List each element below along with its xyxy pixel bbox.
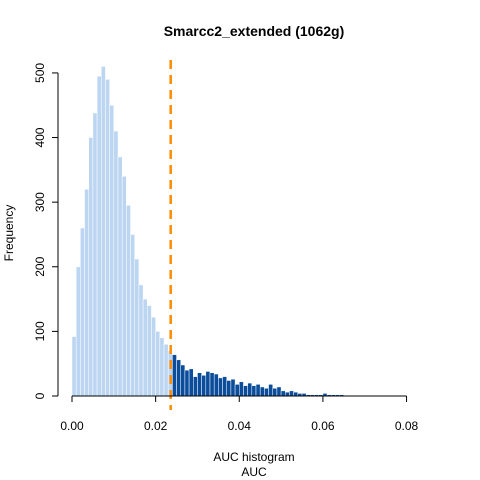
x-tick-label: 0.08 — [395, 419, 419, 433]
histogram-bar — [259, 386, 265, 397]
histogram-bar — [138, 284, 144, 397]
histogram-bar — [105, 79, 110, 397]
histogram-bar — [163, 344, 169, 397]
histogram-bar — [234, 384, 240, 397]
histogram-bar — [213, 373, 219, 397]
y-axis: 0 100 200 300 400 500 — [33, 63, 59, 399]
histogram-bar — [276, 386, 282, 397]
histogram-bar — [109, 104, 115, 397]
x-tick-label: 0.02 — [144, 419, 168, 433]
chart-title: Smarcc2_extended (1062g) — [164, 23, 345, 39]
histogram-bar — [80, 227, 85, 397]
histogram-bar — [96, 75, 102, 397]
histogram-bar — [230, 378, 236, 397]
histogram-bar — [155, 331, 161, 397]
x-axis: 0.00 0.02 0.04 0.06 0.08 — [60, 395, 419, 433]
histogram-bar — [101, 66, 106, 397]
histogram-bar — [113, 130, 119, 397]
y-tick-label: 0 — [33, 392, 47, 399]
y-tick-label: 100 — [33, 321, 47, 341]
histogram-bar — [142, 298, 148, 397]
histogram-bar — [180, 364, 186, 397]
histogram-bar — [218, 377, 223, 397]
x-tick-label: 0.06 — [311, 419, 335, 433]
histogram-bar — [121, 176, 127, 397]
histogram-bar — [222, 376, 227, 397]
histogram-bar — [293, 391, 299, 397]
histogram-bar — [205, 371, 211, 397]
y-tick-label: 400 — [33, 127, 47, 147]
histogram-bar — [197, 372, 202, 397]
histogram-bar — [84, 188, 89, 397]
y-tick-label: 300 — [33, 192, 47, 212]
histogram-bar — [88, 137, 94, 397]
y-tick-label: 500 — [33, 63, 47, 83]
histogram-bar — [92, 112, 98, 397]
histogram-bar — [172, 354, 177, 397]
histogram-bar — [71, 336, 77, 397]
histogram-bar — [167, 350, 173, 397]
histogram-bar — [209, 372, 215, 397]
histogram-bar — [130, 234, 135, 397]
y-axis-label: Frequency — [2, 205, 16, 262]
histogram-bar — [176, 359, 181, 397]
histogram-bar — [117, 156, 123, 397]
histogram-bar — [151, 316, 156, 397]
histogram-bar — [285, 391, 290, 397]
histogram-bar — [188, 368, 194, 397]
y-tick-label: 200 — [33, 256, 47, 276]
x-tick-label: 0.04 — [228, 419, 252, 433]
histogram-bar — [289, 390, 294, 397]
x-tick-label: 0.00 — [60, 419, 84, 433]
histogram-bar — [268, 384, 273, 397]
histogram-bar — [251, 385, 257, 397]
histogram-bar — [147, 305, 152, 397]
histogram-bar — [184, 369, 190, 397]
histogram-bar — [239, 381, 244, 397]
histogram-bars — [71, 66, 345, 397]
histogram-bar — [255, 384, 261, 397]
histogram-bar — [280, 390, 286, 397]
histogram-bar — [201, 375, 207, 397]
histogram-bar — [243, 385, 248, 397]
histogram-bar — [134, 258, 140, 397]
histogram-bar — [75, 266, 81, 397]
histogram-bar — [159, 337, 165, 397]
histogram-bar — [247, 382, 253, 397]
histogram-bar — [226, 380, 232, 397]
histogram-bar — [272, 387, 278, 397]
x-axis-label: AUC histogram — [213, 450, 294, 464]
histogram-bar — [126, 205, 131, 397]
x-axis-sublabel: AUC — [241, 465, 267, 479]
histogram-bar — [264, 387, 269, 397]
histogram-bar — [193, 376, 198, 397]
